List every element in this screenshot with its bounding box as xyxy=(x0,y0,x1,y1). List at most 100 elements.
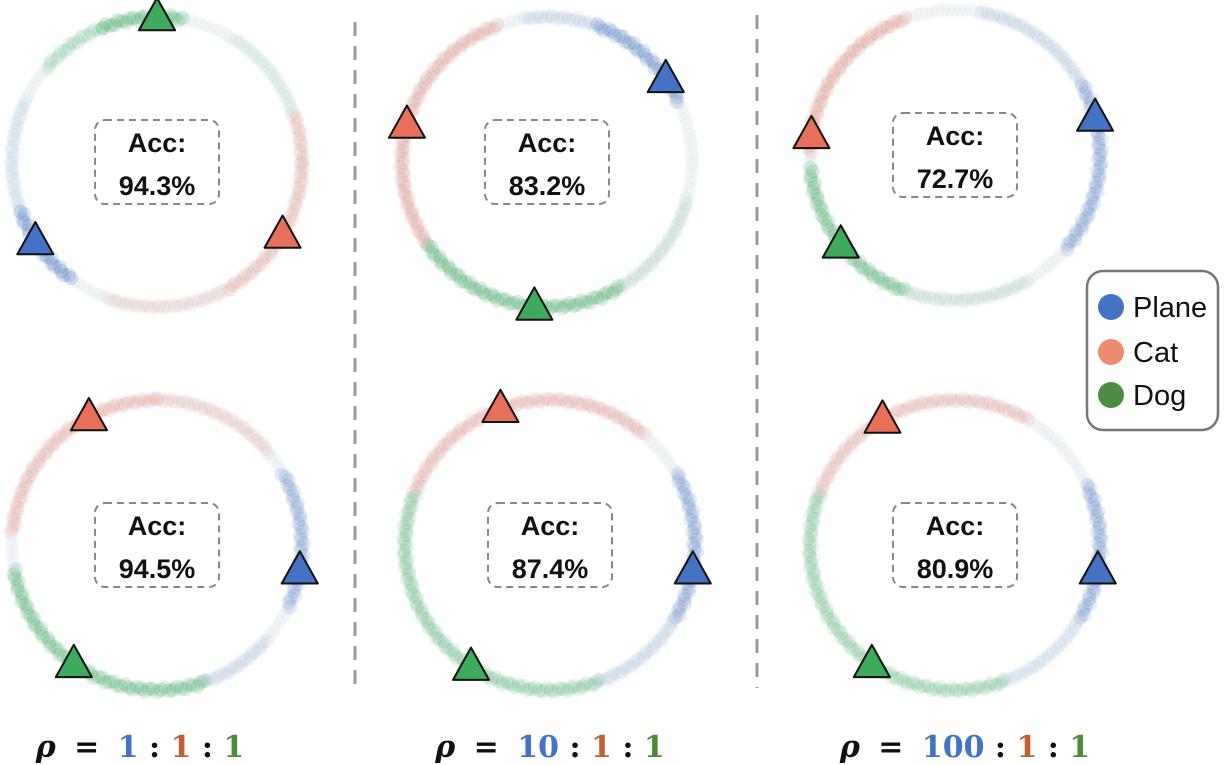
cat-sample-point xyxy=(820,83,835,98)
plane-sample-point xyxy=(612,28,627,43)
plane-sample-point xyxy=(218,666,233,682)
sample-point xyxy=(539,10,554,24)
cat-sample-point xyxy=(597,405,612,421)
cat-sample-point xyxy=(451,428,466,443)
sample-point xyxy=(559,393,574,408)
sample-point xyxy=(399,516,414,531)
sample-point xyxy=(686,515,701,530)
sample-point xyxy=(282,95,297,110)
dog-sample-point xyxy=(573,293,589,308)
cat-sample-point xyxy=(135,297,151,312)
plane-prototype-triangle xyxy=(16,221,55,256)
sample-point xyxy=(132,394,147,408)
sample-point xyxy=(37,446,52,461)
cat-sample-point xyxy=(842,50,858,65)
cat-sample-point xyxy=(151,298,167,313)
sample-point xyxy=(294,149,309,164)
sample-point xyxy=(903,399,918,414)
cat-sample-point xyxy=(294,154,310,170)
plane-sample-point xyxy=(1081,486,1096,501)
sample-point xyxy=(410,220,425,235)
sample-point xyxy=(6,516,21,531)
cat-sample-point xyxy=(946,394,962,409)
cat-sample-point xyxy=(820,472,835,487)
plane-sample-point xyxy=(283,591,298,606)
sample-point xyxy=(811,198,826,213)
sample-point xyxy=(440,260,455,275)
plane-sample-point xyxy=(1082,592,1097,607)
dog-sample-point xyxy=(401,567,417,583)
cat-sample-point xyxy=(839,52,854,68)
sample-point xyxy=(447,647,462,662)
cat-sample-point xyxy=(143,301,158,317)
cat-sample-point xyxy=(396,184,411,199)
sample-point xyxy=(685,155,699,169)
plane-sample-point xyxy=(1093,160,1108,175)
sample-point xyxy=(261,62,276,77)
sample-point xyxy=(490,673,505,687)
sample-point xyxy=(681,494,696,509)
sample-point xyxy=(851,430,865,445)
sample-point xyxy=(585,292,600,307)
sample-point xyxy=(1012,407,1026,422)
dog-sample-point xyxy=(92,23,107,38)
dog-sample-point xyxy=(109,678,124,693)
dog-sample-point xyxy=(421,615,436,631)
sample-point xyxy=(1061,238,1075,253)
dog-prototype-triangle xyxy=(515,286,554,321)
cat-sample-point xyxy=(199,290,214,305)
plane-sample-point xyxy=(1058,51,1073,66)
sample-point xyxy=(447,43,462,58)
sample-point xyxy=(1093,148,1107,162)
sample-point xyxy=(230,658,245,673)
sample-point xyxy=(6,561,21,576)
dog-sample-point xyxy=(61,41,76,57)
sample-point xyxy=(805,566,820,581)
cat-sample-point xyxy=(283,207,298,223)
dog-sample-point xyxy=(815,202,830,218)
sample-point xyxy=(852,647,867,662)
plane-sample-point xyxy=(600,672,616,688)
sample-point xyxy=(402,572,417,587)
dog-sample-point xyxy=(889,671,904,687)
sample-point xyxy=(395,167,410,182)
cat-sample-point xyxy=(234,419,249,434)
cat-sample-point xyxy=(890,402,906,417)
sample-point xyxy=(682,180,697,195)
dog-sample-point xyxy=(57,43,73,59)
sample-point xyxy=(805,176,820,191)
plane-sample-point xyxy=(13,204,27,218)
plane-sample-point xyxy=(588,20,604,35)
cat-sample-point xyxy=(196,294,211,309)
cat-sample-point xyxy=(514,393,529,408)
sample-point xyxy=(203,403,218,418)
cat-sample-point xyxy=(855,423,870,438)
dog-sample-point xyxy=(498,292,514,307)
dog-sample-point xyxy=(805,164,821,179)
dog-sample-point xyxy=(484,671,499,687)
sample-point xyxy=(219,27,233,42)
dog-sample-point xyxy=(944,680,960,695)
plane-sample-point xyxy=(671,602,686,617)
dog-sample-point xyxy=(887,281,902,297)
sample-point xyxy=(279,473,294,488)
sample-point xyxy=(81,283,96,297)
sample-point xyxy=(168,298,183,313)
sample-point xyxy=(123,680,138,695)
ring-panel: Acc:72.7% xyxy=(792,3,1115,310)
sample-point xyxy=(566,681,581,696)
sample-point xyxy=(143,393,158,408)
sample-point xyxy=(564,394,579,409)
plane-sample-point xyxy=(1087,492,1103,507)
plane-sample-point xyxy=(590,16,605,32)
plane-sample-point xyxy=(281,472,296,488)
sample-point xyxy=(242,43,256,57)
dog-sample-point xyxy=(837,632,853,648)
sample-point xyxy=(406,588,421,603)
sample-point xyxy=(5,533,20,548)
sample-point xyxy=(5,550,20,565)
sample-point xyxy=(840,635,855,650)
dog-sample-point xyxy=(40,630,56,645)
cat-sample-point xyxy=(25,459,41,474)
cat-sample-point xyxy=(129,395,145,410)
